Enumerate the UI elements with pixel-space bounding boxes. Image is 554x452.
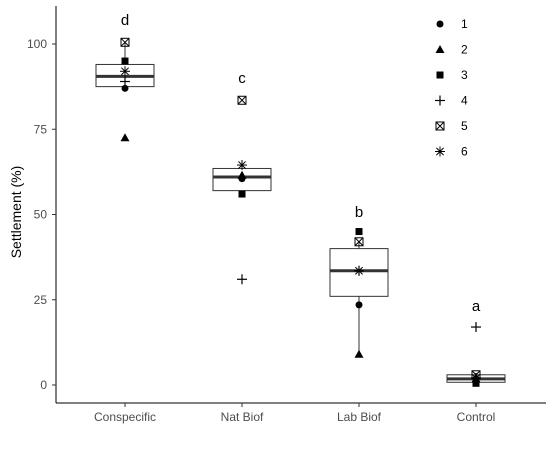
point-series-3 [121,57,129,65]
x-tick-label: Lab Biof [337,410,382,424]
significance-letters: d c b a [121,12,481,315]
axes [55,6,546,404]
y-tick-label: 100 [27,37,47,51]
y-tick-label: 25 [34,293,48,307]
point-series-6 [354,265,364,276]
significance-letter: a [472,298,481,315]
legend-marker-6 [435,146,445,157]
legend: 1 2 3 4 5 6 [435,17,468,159]
legend-marker-2 [435,45,445,53]
point-series-1 [121,84,129,92]
point-series-2 [120,133,130,142]
point-series-5 [354,237,364,247]
legend-label: 5 [461,119,468,133]
point-series-1 [355,301,363,309]
y-tick-label: 0 [40,378,47,392]
significance-letter: b [355,204,363,221]
points [120,37,481,387]
x-tick-label: Conspecific [94,410,156,424]
x-tick-label: Control [457,410,496,424]
legend-marker-4 [435,95,445,106]
legend-label: 1 [461,17,468,31]
legend-marker-3 [436,71,444,79]
legend-marker-1 [436,20,444,28]
point-series-2 [237,170,247,179]
point-series-4 [471,322,481,333]
point-series-3 [238,190,246,198]
legend-marker-5 [435,121,445,131]
point-series-2 [354,349,364,358]
y-tick-label: 50 [34,208,48,222]
point-series-4 [120,76,130,87]
box-lab-biof [329,241,389,355]
point-series-3 [355,228,363,236]
legend-label: 3 [461,68,468,82]
y-ticks: 0 25 50 75 100 [27,37,56,392]
boxes [95,42,506,384]
point-series-3 [472,379,480,387]
point-series-4 [237,274,247,285]
significance-letter: d [121,12,129,29]
point-series-5 [237,95,247,105]
legend-label: 4 [461,94,468,108]
point-series-6 [471,373,481,384]
point-series-6 [120,66,130,77]
point-series-6 [237,160,247,171]
legend-label: 2 [461,43,468,57]
y-tick-label: 75 [34,122,48,136]
legend-label: 6 [461,145,468,159]
significance-letter: c [238,70,246,87]
x-tick-label: Nat Biof [221,410,264,424]
x-ticks: Conspecific Nat Biof Lab Biof Control [94,403,495,424]
point-series-5 [120,37,130,47]
y-axis-title: Settlement (%) [8,166,24,259]
